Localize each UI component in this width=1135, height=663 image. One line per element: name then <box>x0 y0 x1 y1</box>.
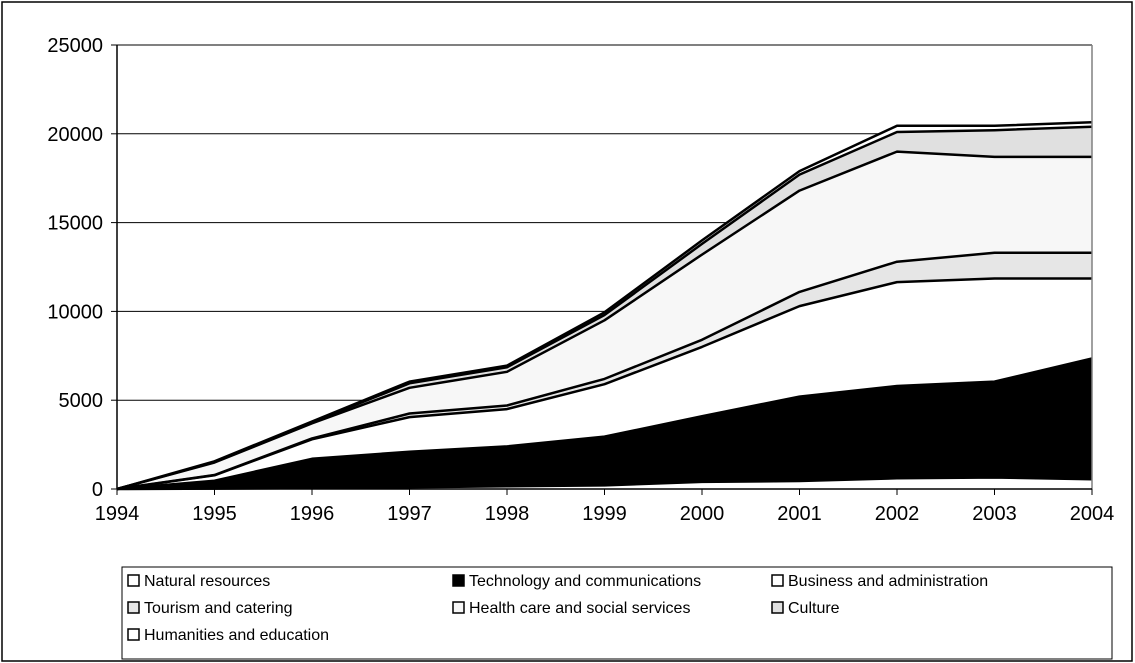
legend-swatch <box>127 628 140 641</box>
legend-label: Natural resources <box>144 573 270 590</box>
y-tick-labels: 0 5000 10000 15000 20000 25000 <box>47 35 103 501</box>
x-tick-label: 1997 <box>387 503 432 525</box>
legend-label: Health care and social services <box>469 600 690 617</box>
x-tick-label: 1996 <box>290 503 335 525</box>
legend-label: Tourism and catering <box>144 600 293 617</box>
y-tick-label: 15000 <box>47 213 103 235</box>
x-tick-labels: 1994 1995 1996 1997 1998 1999 2000 2001 2002 2003… <box>95 503 1115 525</box>
x-tick-label: 1998 <box>485 503 530 525</box>
legend-box <box>121 566 1113 660</box>
axes <box>111 44 1093 495</box>
legend-swatch <box>771 574 784 587</box>
y-tick-label: 10000 <box>47 301 103 323</box>
legend-label: Technology and communications <box>469 573 701 590</box>
x-tick-label: 1995 <box>192 503 237 525</box>
x-tick-label: 2001 <box>777 503 822 525</box>
legend-swatch <box>771 601 784 614</box>
y-tick-label: 0 <box>92 479 103 501</box>
legend-label: Humanities and education <box>144 627 329 644</box>
legend: Natural resources Technology and communic… <box>121 566 1113 660</box>
x-tick-label: 2000 <box>680 503 725 525</box>
legend-label: Culture <box>788 600 840 617</box>
x-tick-label: 2002 <box>875 503 920 525</box>
legend-swatch <box>452 574 465 587</box>
legend-swatch <box>452 601 465 614</box>
area-tourism-and-catering <box>117 252 1092 489</box>
x-tick-label: 2003 <box>972 503 1017 525</box>
y-tick-label: 20000 <box>47 124 103 146</box>
legend-label: Business and administration <box>788 573 988 590</box>
legend-swatch <box>127 601 140 614</box>
legend-swatch <box>127 574 140 587</box>
y-tick-label: 25000 <box>47 35 103 57</box>
series-line <box>116 121 1093 491</box>
x-tick-label: 2004 <box>1070 503 1115 525</box>
series-line <box>116 251 1092 491</box>
x-tick-label: 1994 <box>95 503 140 525</box>
area-business-and-administration <box>117 278 1092 489</box>
series-line <box>116 357 1093 491</box>
y-tick-label: 5000 <box>59 390 104 412</box>
x-tick-label: 1999 <box>582 503 627 525</box>
